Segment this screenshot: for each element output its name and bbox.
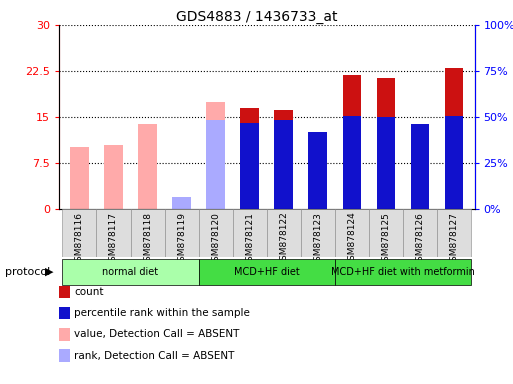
Bar xyxy=(308,132,327,209)
Text: value, Detection Call = ABSENT: value, Detection Call = ABSENT xyxy=(74,329,240,339)
Bar xyxy=(96,209,130,257)
Bar xyxy=(301,209,335,257)
Text: GDS4883 / 1436733_at: GDS4883 / 1436733_at xyxy=(176,10,337,23)
Bar xyxy=(199,259,335,285)
Bar xyxy=(411,124,429,209)
Text: GSM878125: GSM878125 xyxy=(382,212,390,266)
Bar xyxy=(70,147,89,209)
Bar xyxy=(335,259,471,285)
Bar xyxy=(199,209,233,257)
Text: GSM878122: GSM878122 xyxy=(279,212,288,266)
Bar xyxy=(206,120,225,209)
Text: GSM878116: GSM878116 xyxy=(75,212,84,266)
Text: GSM878118: GSM878118 xyxy=(143,212,152,266)
Bar xyxy=(206,102,225,209)
Bar xyxy=(274,120,293,209)
Bar xyxy=(377,117,396,209)
Text: GSM878119: GSM878119 xyxy=(177,212,186,266)
Text: normal diet: normal diet xyxy=(103,266,159,277)
Bar xyxy=(308,132,327,209)
Bar xyxy=(165,209,199,257)
Bar xyxy=(437,209,471,257)
Text: MCD+HF diet with metformin: MCD+HF diet with metformin xyxy=(331,266,475,277)
Text: count: count xyxy=(74,287,104,297)
Text: rank, Detection Call = ABSENT: rank, Detection Call = ABSENT xyxy=(74,351,235,361)
Bar xyxy=(343,116,361,209)
Bar xyxy=(343,75,361,209)
Text: GSM878123: GSM878123 xyxy=(313,212,322,266)
Bar xyxy=(445,116,463,209)
Bar xyxy=(241,108,259,209)
Bar xyxy=(403,209,437,257)
Text: GSM878120: GSM878120 xyxy=(211,212,220,266)
Text: GSM878126: GSM878126 xyxy=(416,212,425,266)
Bar xyxy=(63,209,96,257)
Bar xyxy=(369,209,403,257)
Text: MCD+HF diet: MCD+HF diet xyxy=(234,266,300,277)
Bar xyxy=(377,78,396,209)
Text: ▶: ▶ xyxy=(45,266,54,277)
Bar xyxy=(335,209,369,257)
Bar xyxy=(104,145,123,209)
Text: GSM878124: GSM878124 xyxy=(347,212,357,266)
Text: protocol: protocol xyxy=(5,266,50,277)
Bar xyxy=(172,197,191,209)
Text: GSM878127: GSM878127 xyxy=(449,212,459,266)
Bar xyxy=(130,209,165,257)
Bar xyxy=(274,110,293,209)
Text: percentile rank within the sample: percentile rank within the sample xyxy=(74,308,250,318)
Text: GSM878121: GSM878121 xyxy=(245,212,254,266)
Bar xyxy=(445,68,463,209)
Bar xyxy=(138,124,157,209)
Bar xyxy=(241,123,259,209)
Bar xyxy=(63,259,199,285)
Bar xyxy=(233,209,267,257)
Bar xyxy=(267,209,301,257)
Bar xyxy=(172,202,191,209)
Text: GSM878117: GSM878117 xyxy=(109,212,118,266)
